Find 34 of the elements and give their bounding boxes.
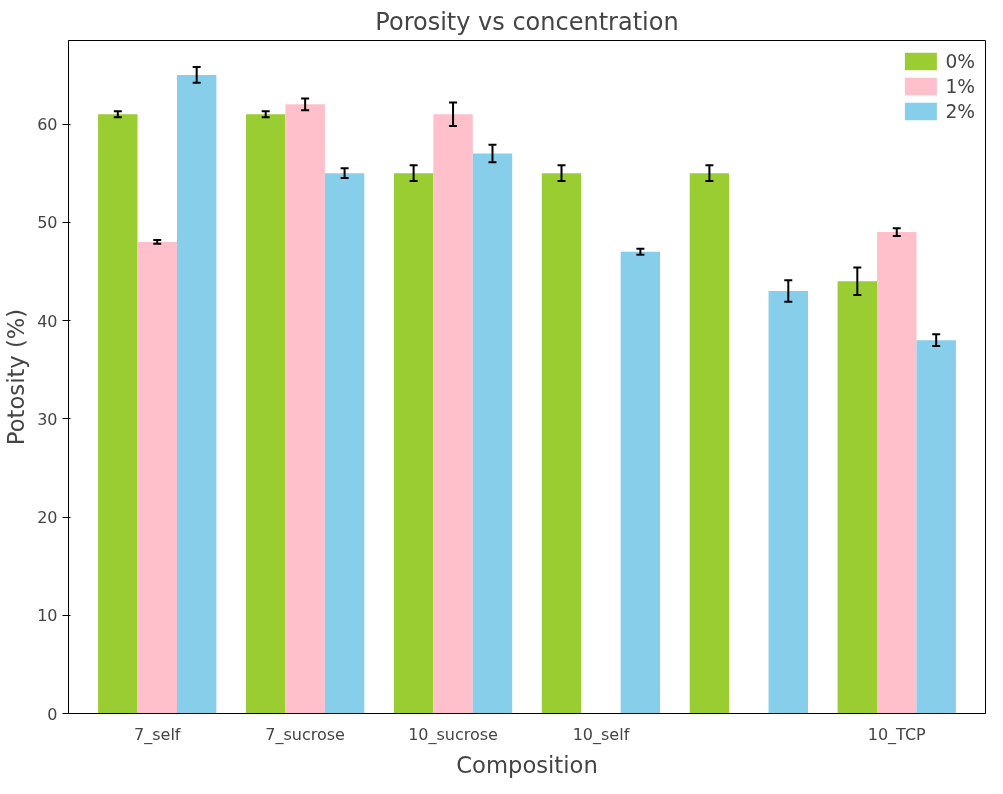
legend-label: 1%	[945, 75, 975, 97]
bar	[541, 173, 582, 714]
legend-label: 2%	[945, 100, 975, 122]
bar	[689, 173, 730, 714]
bar	[137, 241, 177, 714]
bar	[324, 173, 365, 714]
bar	[768, 291, 809, 714]
legend-label: 0%	[945, 50, 975, 72]
x-tick-label: 7_sucrose	[265, 724, 345, 745]
y-tick-label: 60	[37, 115, 58, 135]
y-tick-label: 10	[37, 606, 58, 626]
y-tick-label: 50	[37, 213, 58, 233]
bar	[620, 251, 661, 714]
bar	[877, 232, 917, 714]
y-tick-label: 40	[37, 311, 58, 331]
bar	[472, 153, 513, 714]
bar	[245, 114, 286, 714]
bar	[98, 114, 138, 714]
bar	[393, 173, 434, 714]
bar	[837, 281, 878, 714]
bar	[176, 74, 217, 714]
y-tick-label: 20	[37, 508, 58, 527]
x-tick-label: 10_self	[572, 724, 630, 745]
x-axis-title: Composition	[456, 751, 598, 778]
bar	[285, 104, 325, 714]
bar	[433, 114, 473, 714]
chart-title: Porosity vs concentration	[375, 7, 679, 36]
bar	[916, 340, 956, 714]
y-tick-label: 0	[47, 704, 58, 724]
x-tick-label: 10_sucrose	[408, 724, 498, 745]
y-axis-title: Potosity (%)	[3, 308, 30, 446]
x-tick-label: 10_TCP	[867, 724, 927, 745]
x-tick-label: 7_self	[134, 724, 181, 745]
y-tick-label: 30	[37, 409, 58, 429]
